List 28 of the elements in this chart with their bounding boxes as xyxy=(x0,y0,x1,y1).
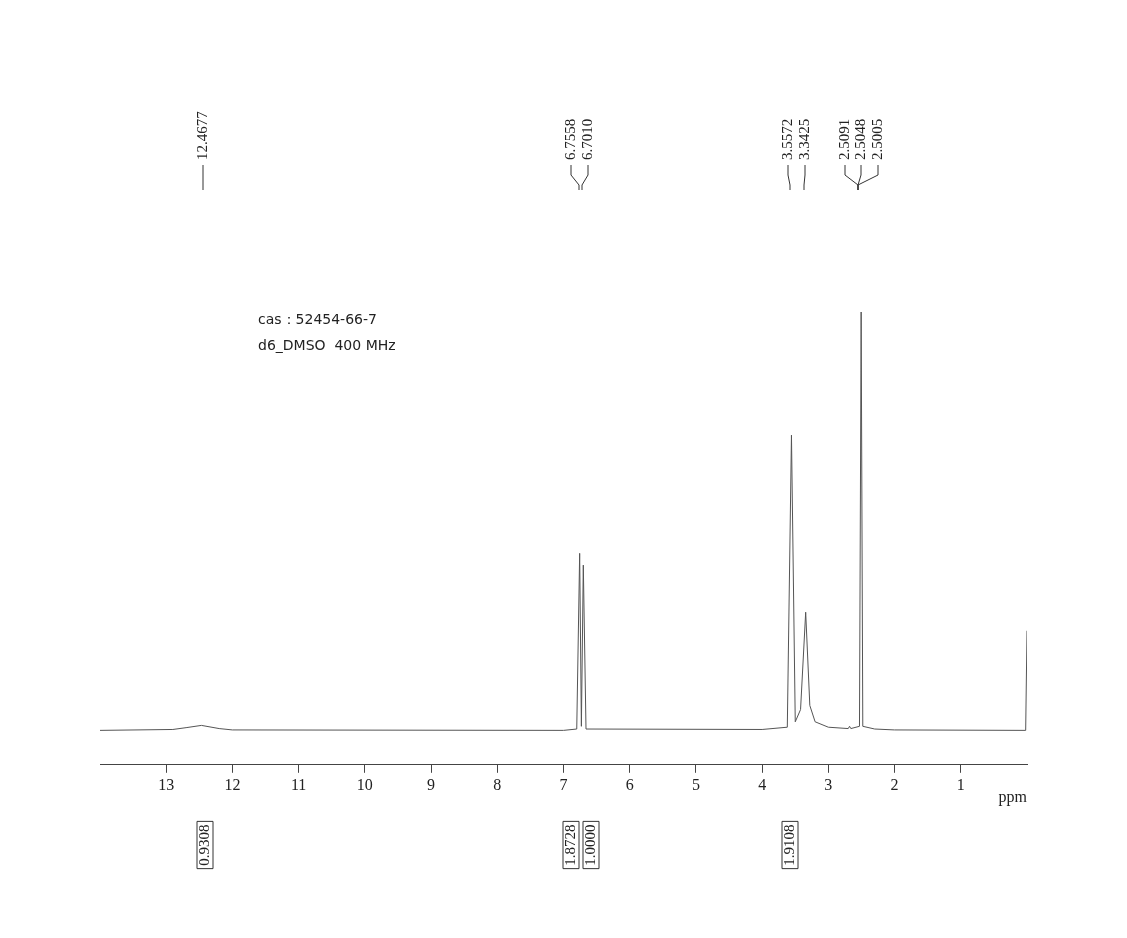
x-tick-label: 10 xyxy=(356,775,373,793)
annotation: cas：52454-66-7 xyxy=(258,310,377,327)
x-axis-title: ppm xyxy=(998,788,1028,807)
x-tick-label: 9 xyxy=(427,775,436,793)
x-tick-label: 1 xyxy=(956,775,965,793)
x-tick-label: 12 xyxy=(224,775,241,793)
text: 12.4677 xyxy=(193,110,210,160)
text: 2.5005 xyxy=(868,118,885,160)
x-tick-label: 2 xyxy=(890,775,899,793)
text: 2.5091 xyxy=(835,118,852,160)
text: 1.0000 xyxy=(581,824,598,866)
x-tick-label: 6 xyxy=(625,775,634,793)
text: 3.3425 xyxy=(795,118,812,160)
text: 6.7558 xyxy=(561,118,578,160)
x-tick-label: 4 xyxy=(758,775,767,793)
text: 1.8728 xyxy=(561,824,578,866)
x-tick-label: 7 xyxy=(559,775,568,793)
x-tick-label: 11 xyxy=(290,775,307,793)
text: 1.9108 xyxy=(780,824,797,866)
x-tick-label: 13 xyxy=(158,775,175,793)
x-tick-label: 5 xyxy=(691,775,700,793)
x-tick-label: 8 xyxy=(493,775,502,793)
text: 0.9308 xyxy=(195,824,212,866)
text: 2.5048 xyxy=(851,118,868,160)
text: 6.7010 xyxy=(578,118,595,160)
text: 3.5572 xyxy=(778,118,795,160)
x-tick-label: 3 xyxy=(824,775,833,793)
annotation: d6_DMSO 400 MHz xyxy=(258,336,396,353)
